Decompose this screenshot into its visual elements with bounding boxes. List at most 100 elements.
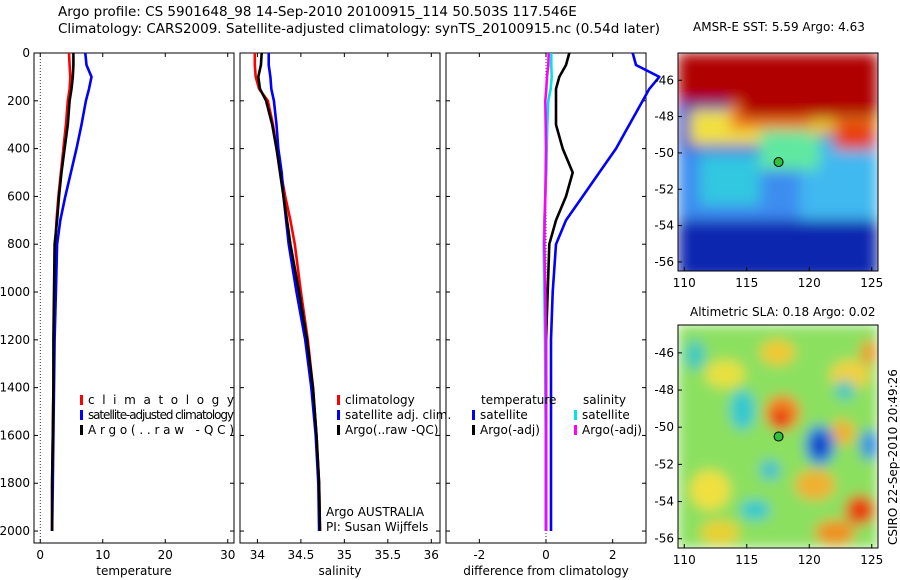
profile-annotation: PI: Susan Wijffels [326, 520, 428, 534]
legend-label: satellite adj. clim. [345, 408, 451, 422]
amsre-sst-map-ytick-label: -56 [654, 255, 674, 269]
sla-field-patch [812, 435, 827, 455]
sst-field-patch [835, 120, 875, 150]
altimetric-sla-map-ytick-label: -54 [654, 495, 674, 509]
sla-field-patch [860, 340, 878, 365]
salinity-profile-xtick-label: 36 [424, 548, 439, 562]
legend-swatch [337, 410, 340, 420]
sla-field-patch [760, 340, 795, 365]
figure-title-line2: Climatology: CARS2009. Satellite-adjuste… [58, 21, 661, 37]
altimetric-sla-map-ytick-label: -52 [654, 457, 674, 471]
amsre-sst-map-frame [677, 52, 879, 272]
legend-label: Argo(-adj) [582, 423, 642, 437]
amsre-sst-map-xtick-label: 110 [673, 276, 696, 290]
sla-field-patch [760, 460, 780, 480]
figure-title-line1: Argo profile: CS 5901648_98 14-Sep-2010 … [58, 4, 577, 20]
amsre-sst-map-ytick-label: -52 [654, 182, 674, 196]
amsre-sst-map-xtick-label: 125 [860, 276, 883, 290]
sla-field-patch [845, 495, 875, 525]
sst-field-patch [740, 53, 878, 118]
sla-field-patch [830, 420, 855, 445]
amsre-sst-map-xtick-label: 115 [735, 276, 758, 290]
amsre-sst-map-ytick-label: -50 [654, 146, 674, 160]
argo-location-marker [773, 157, 784, 168]
sla-field-patch [705, 360, 745, 388]
depth-tick-label: 600 [7, 189, 30, 203]
depth-tick-label: 400 [7, 142, 30, 156]
legend-swatch [574, 410, 577, 420]
legend-swatch [337, 395, 340, 405]
legend-swatch [337, 425, 340, 435]
amsre-sst-map-ytick-label: -48 [654, 110, 674, 124]
salinity-profile-xtick-label: 35 [337, 548, 352, 562]
legend-swatch [574, 425, 577, 435]
legend-swatch [472, 410, 475, 420]
legend-swatch [80, 395, 83, 405]
sla-field-patch [815, 520, 855, 545]
sla-map-title: Altimetric SLA: 0.18 Argo: 0.02 [690, 305, 876, 319]
altimetric-sla-map-ytick-label: -46 [654, 346, 674, 360]
difference-profile-xlabel: difference from climatology [463, 564, 629, 578]
sla-field-patch [770, 410, 790, 430]
sla-field-patch [700, 520, 740, 545]
salinity-profile-xtick-label: 34.5 [288, 548, 315, 562]
altimetric-sla-map-xtick-label: 115 [735, 553, 758, 567]
series-line-argo-raw-qc- [50, 53, 75, 531]
altimetric-sla-map-ytick-label: -56 [654, 532, 674, 546]
salinity-profile-frame [239, 52, 441, 544]
temperature-profile-xtick-label: 0 [36, 548, 44, 562]
sst-field-patch [760, 130, 820, 170]
salinity-profile-xlabel: salinity [318, 564, 361, 578]
sla-field-patch [685, 340, 705, 370]
difference-profile-xtick-label: 2 [609, 548, 617, 562]
depth-tick-label: 1400 [0, 381, 30, 395]
salinity-profile-xtick-label: 34 [250, 548, 265, 562]
amsre-sst-map-ytick-label: -54 [654, 219, 674, 233]
difference-profile-xtick-label: 0 [542, 548, 550, 562]
sla-field-patch [860, 430, 878, 460]
amsre-sst-map-xtick-label: 120 [798, 276, 821, 290]
amsre-sst-map-ytick-label: -46 [654, 73, 674, 87]
legend-swatch [80, 410, 83, 420]
depth-tick-label: 200 [7, 94, 30, 108]
profile-annotation: Argo AUSTRALIA [326, 505, 425, 519]
legend-label: climatology [88, 393, 234, 407]
sla-field-patch [835, 380, 855, 400]
altimetric-sla-map-frame [677, 324, 879, 549]
depth-tick-label: 1800 [0, 476, 30, 490]
legend-label: satellite [480, 408, 528, 422]
series-line-temperature-satellite [549, 52, 661, 531]
altimetric-sla-map-xtick-label: 120 [798, 553, 821, 567]
legend-group-salinity: salinity [583, 393, 626, 407]
sst-map-title: AMSR-E SST: 5.59 Argo: 4.63 [693, 20, 865, 34]
legend-label: Argo(-adj) [480, 423, 540, 437]
sst-field-patch [700, 155, 760, 205]
altimetric-sla-map-xtick-label: 110 [673, 553, 696, 567]
temperature-profile-xlabel: temperature [96, 564, 171, 578]
depth-tick-label: 1000 [0, 285, 30, 299]
altimetric-sla-map-xtick-label: 125 [860, 553, 883, 567]
sla-field [678, 325, 878, 548]
argo-location-marker [773, 431, 784, 442]
sla-field-patch [740, 500, 770, 520]
depth-tick-label: 1600 [0, 428, 30, 442]
altimetric-sla-map-ytick-label: -48 [654, 383, 674, 397]
depth-tick-label: 2000 [0, 524, 30, 538]
legend-label: Argo(..raw -QC) [345, 423, 438, 437]
depth-tick-label: 1200 [0, 333, 30, 347]
legend-label: climatology [345, 393, 415, 407]
temperature-profile-frame [33, 52, 235, 544]
legend-swatch [80, 425, 83, 435]
legend-group-temperature: temperature [481, 393, 556, 407]
difference-profile-xtick-label: -2 [473, 548, 485, 562]
temperature-profile-xtick-label: 20 [158, 548, 173, 562]
series-line-salinity-argo-adj- [542, 52, 550, 531]
sla-field-patch [795, 470, 835, 500]
sla-field-patch [690, 470, 730, 510]
legend-label: satellite [582, 408, 630, 422]
temperature-profile-xtick-label: 10 [95, 548, 110, 562]
depth-tick-label: 0 [22, 46, 30, 60]
legend-swatch [472, 425, 475, 435]
temperature-profile-xtick-label: 30 [220, 548, 235, 562]
legend-label: satellite-adjusted climatology [88, 408, 234, 422]
